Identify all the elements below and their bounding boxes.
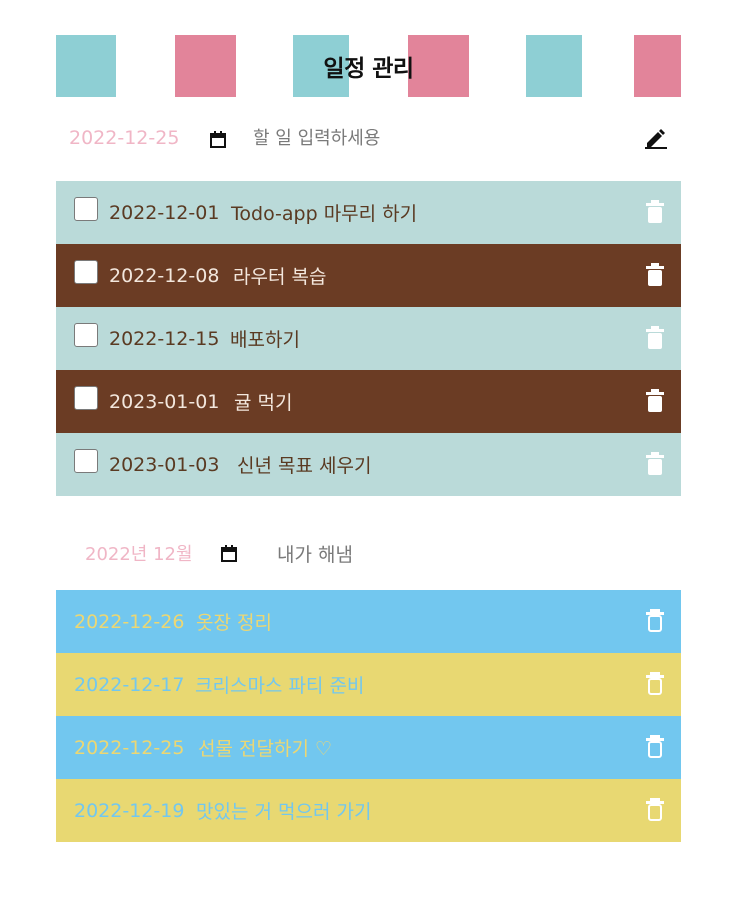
trash-icon[interactable]: [645, 672, 665, 695]
done-filter: 2022년 12월 내가 해냄: [56, 525, 681, 581]
done-item: 2022-12-17 크리스마스 파티 준비: [56, 653, 681, 716]
todo-date: 2023-01-01: [109, 390, 220, 413]
done-text: 크리스마스 파티 준비: [195, 675, 365, 697]
trash-icon[interactable]: [645, 263, 665, 286]
header-decor-square: [56, 35, 116, 97]
todo-checkbox[interactable]: [74, 323, 98, 347]
header-decor-square: [408, 35, 469, 97]
trash-icon[interactable]: [645, 326, 665, 349]
page-title: 일정 관리: [323, 56, 414, 82]
header-decor-square: [175, 35, 236, 97]
todo-date: 2022-12-15: [109, 327, 220, 350]
todo-input-form: 2022-12-25: [56, 112, 681, 164]
trash-icon[interactable]: [645, 452, 665, 475]
todo-date: 2023-01-03: [109, 453, 220, 476]
done-section-title: 내가 해냄: [277, 543, 353, 566]
header-decor-square: [634, 35, 681, 97]
todo-text: 신년 목표 세우기: [237, 455, 372, 477]
done-text: 선물 전달하기 ♡: [198, 738, 332, 760]
done-text: 옷장 정리: [196, 612, 272, 634]
trash-icon[interactable]: [645, 389, 665, 412]
done-date: 2022-12-17: [74, 673, 185, 696]
done-item: 2022-12-19 맛있는 거 먹으러 가기: [56, 779, 681, 842]
calendar-icon[interactable]: [210, 131, 226, 148]
done-text: 맛있는 거 먹으러 가기: [196, 801, 372, 823]
todo-checkbox[interactable]: [74, 260, 98, 284]
todo-item: 2022-12-15 배포하기: [56, 307, 681, 370]
trash-icon[interactable]: [645, 735, 665, 758]
todo-text: 배포하기: [230, 329, 300, 351]
todo-checkbox[interactable]: [74, 197, 98, 221]
month-input[interactable]: 2022년 12월: [85, 544, 193, 565]
done-item: 2022-12-25 선물 전달하기 ♡: [56, 716, 681, 779]
trash-icon[interactable]: [645, 798, 665, 821]
done-date: 2022-12-25: [74, 736, 185, 759]
todo-checkbox[interactable]: [74, 386, 98, 410]
date-input[interactable]: 2022-12-25: [69, 127, 180, 149]
todo-item: 2022-12-01 Todo-app 마무리 하기: [56, 181, 681, 244]
done-list: 2022-12-26 옷장 정리 2022-12-17 크리스마스 파티 준비 …: [56, 590, 681, 842]
todo-list: 2022-12-01 Todo-app 마무리 하기 2022-12-08 라우…: [56, 181, 681, 496]
todo-date: 2022-12-08: [109, 264, 220, 287]
todo-item: 2023-01-01 귤 먹기: [56, 370, 681, 433]
done-date: 2022-12-19: [74, 799, 185, 822]
done-item: 2022-12-26 옷장 정리: [56, 590, 681, 653]
todo-checkbox[interactable]: [74, 449, 98, 473]
todo-item: 2023-01-03 신년 목표 세우기: [56, 433, 681, 496]
trash-icon[interactable]: [645, 609, 665, 632]
todo-text: 귤 먹기: [234, 392, 293, 414]
pencil-icon[interactable]: [645, 127, 667, 149]
todo-item: 2022-12-08 라우터 복습: [56, 244, 681, 307]
header: 일정 관리: [56, 35, 681, 97]
header-decor-square: [293, 35, 349, 97]
trash-icon[interactable]: [645, 200, 665, 223]
todo-text-input[interactable]: [253, 120, 613, 156]
calendar-icon[interactable]: [221, 545, 237, 562]
todo-text: 라우터 복습: [233, 266, 327, 288]
header-decor-square: [526, 35, 582, 97]
todo-date: 2022-12-01: [109, 201, 220, 224]
done-date: 2022-12-26: [74, 610, 185, 633]
todo-text: Todo-app 마무리 하기: [231, 203, 418, 225]
